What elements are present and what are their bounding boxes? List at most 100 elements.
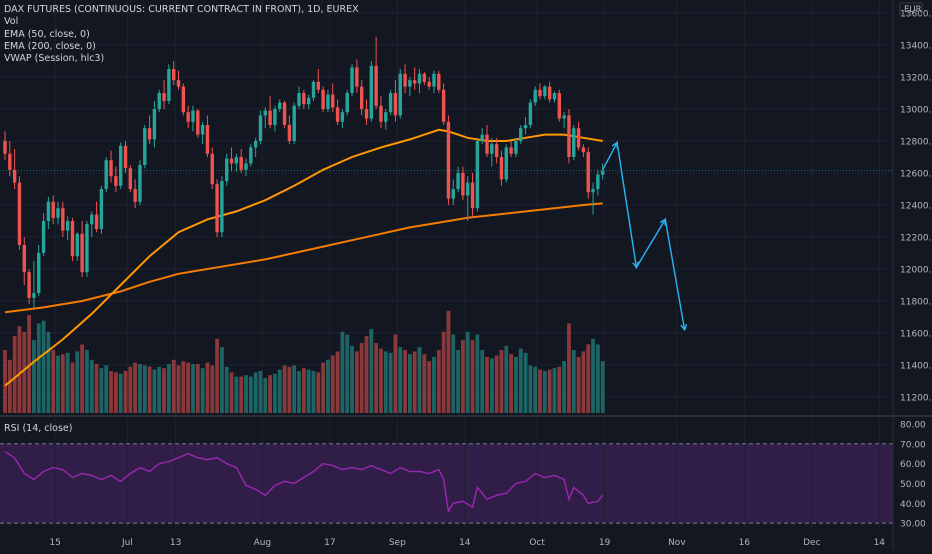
time-tick-label: Sep xyxy=(389,538,406,548)
candle-body xyxy=(225,158,229,181)
time-tick-label: Aug xyxy=(254,538,272,548)
candle-body xyxy=(32,293,36,298)
volume-bar xyxy=(330,355,335,413)
volume-bar xyxy=(350,345,354,413)
candle-body xyxy=(326,94,330,109)
candle-body xyxy=(335,107,340,122)
volume-bar xyxy=(446,310,451,413)
candle-body xyxy=(528,102,533,125)
candle-body xyxy=(437,73,441,90)
volume-bar xyxy=(70,362,75,413)
volume-bar xyxy=(393,334,398,413)
volume-bar xyxy=(60,354,65,413)
volume-bar xyxy=(292,365,297,413)
volume-bar xyxy=(162,368,166,413)
volume-bar xyxy=(195,364,200,413)
volume-bar xyxy=(118,373,123,413)
volume-bar xyxy=(456,350,460,413)
volume-bar xyxy=(215,338,219,413)
volume-bar xyxy=(152,369,157,413)
candle-body xyxy=(345,93,349,113)
volume-bar xyxy=(567,323,571,413)
candle-body xyxy=(147,128,152,140)
price-tick-label: 11200.0 xyxy=(900,394,932,404)
volume-bar xyxy=(432,357,436,413)
rsi-label: RSI (14, close) xyxy=(4,423,73,434)
volume-bar xyxy=(398,347,403,413)
volume-bar xyxy=(181,361,186,413)
volume-bar xyxy=(306,369,311,413)
volume-bar xyxy=(571,350,576,413)
ema200-line xyxy=(4,202,603,314)
volume-bar xyxy=(311,371,316,413)
candle-body xyxy=(229,158,234,164)
candle-body xyxy=(533,89,537,103)
volume-bar xyxy=(514,357,518,413)
price-tick-label: 12800.0 xyxy=(900,138,932,148)
price-tick-label: 12000.0 xyxy=(900,266,932,276)
volume-bar xyxy=(89,359,94,413)
candle-body xyxy=(321,89,325,109)
projection-arrowhead xyxy=(632,261,640,269)
volume-bar xyxy=(220,347,224,413)
candle-body xyxy=(27,272,31,298)
candle-body xyxy=(12,169,17,183)
candle-body xyxy=(316,81,320,90)
candle-body xyxy=(94,214,99,229)
candle-body xyxy=(475,141,480,209)
candle-body xyxy=(451,189,455,199)
candle-body xyxy=(138,165,142,202)
volume-bar xyxy=(480,350,485,413)
volume-bar xyxy=(528,365,533,413)
candle-body xyxy=(581,147,586,153)
volume-bar xyxy=(407,354,412,413)
time-tick-label: Oct xyxy=(529,538,545,548)
candle-body xyxy=(133,189,137,202)
candle-body xyxy=(417,73,422,84)
volume-bar xyxy=(3,350,7,413)
volume-bar xyxy=(542,371,547,413)
candle-body xyxy=(596,174,600,189)
volume-bar xyxy=(104,365,109,413)
volume-bar xyxy=(27,315,31,413)
candle-body xyxy=(494,144,499,157)
candle-body xyxy=(167,69,171,101)
rsi-tick-label: 80.00 xyxy=(900,420,926,430)
rsi-band-fill xyxy=(0,443,893,524)
projection-arrowhead xyxy=(680,323,688,332)
volume-bar xyxy=(253,372,258,413)
candle-body xyxy=(118,145,123,186)
volume-bar xyxy=(17,326,22,413)
time-tick-label: 16 xyxy=(739,538,751,548)
candle-body xyxy=(253,141,258,148)
candle-body xyxy=(562,115,566,119)
candle-body xyxy=(355,67,359,87)
candle-body xyxy=(422,73,427,82)
candle-body xyxy=(586,152,590,193)
volume-bar xyxy=(80,344,85,413)
volume-bar xyxy=(186,362,191,413)
legend-ema50: EMA (50, close, 0) xyxy=(4,28,90,40)
candle-body xyxy=(369,65,374,119)
candle-body xyxy=(215,184,219,233)
volume-bar xyxy=(234,376,239,413)
volume-bar xyxy=(109,371,113,413)
volume-bar xyxy=(12,336,17,413)
candle-body xyxy=(104,160,108,189)
volume-bar xyxy=(533,366,538,413)
volume-bar xyxy=(263,378,268,413)
candle-body xyxy=(499,157,504,180)
volume-bar xyxy=(417,347,422,413)
volume-bar xyxy=(46,331,51,413)
candle-body xyxy=(278,102,282,109)
time-tick-label: Dec xyxy=(803,538,820,548)
candle-body xyxy=(359,86,364,109)
volume-bar xyxy=(499,350,504,413)
volume-bar xyxy=(552,368,557,413)
candle-body xyxy=(90,214,94,225)
candle-body xyxy=(384,112,388,122)
volume-bar xyxy=(345,334,350,413)
price-axis-bg xyxy=(893,0,932,550)
